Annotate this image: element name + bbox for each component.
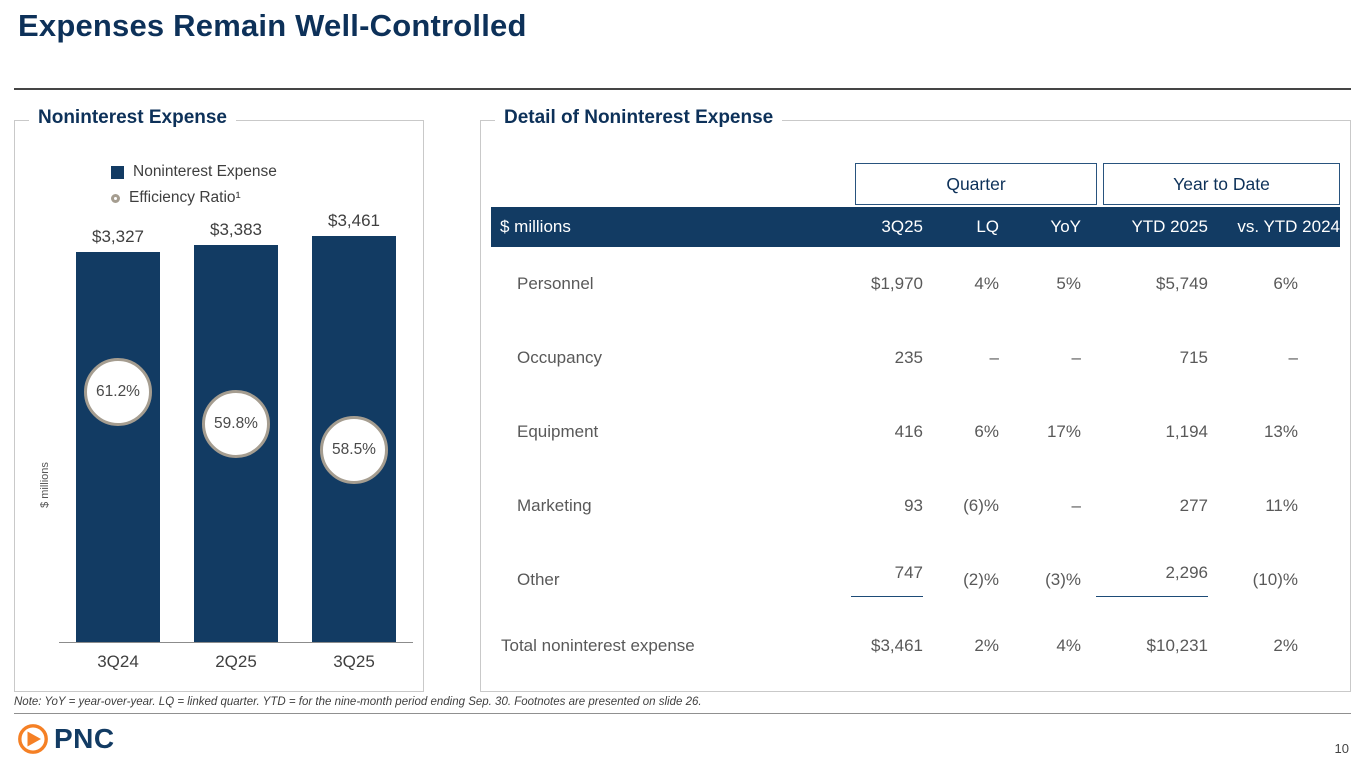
row-value: 6% — [1273, 274, 1298, 293]
group-header-ytd: Year to Date — [1103, 163, 1340, 205]
row-value: $3,461 — [871, 636, 923, 655]
table-row-marketing: Marketing 93 (6)% – 277 11% — [491, 469, 1340, 543]
x-tick-2q25: 2Q25 — [215, 652, 257, 671]
row-value: – — [1071, 348, 1081, 367]
row-label: Marketing — [517, 496, 592, 515]
detail-table-panel: Detail of Noninterest Expense Quarter Ye… — [480, 107, 1351, 692]
row-value: 2,296 — [1081, 563, 1208, 597]
row-value: – — [1071, 496, 1081, 515]
left-panel-title: Noninterest Expense — [29, 107, 236, 129]
x-tick-3q24: 3Q24 — [97, 652, 139, 671]
row-value: 5% — [1056, 274, 1081, 293]
efficiency-ratio-value: 61.2% — [96, 383, 140, 400]
bar-group-3q25: $3,461 58.5% — [302, 211, 406, 642]
page-title: Expenses Remain Well-Controlled — [18, 8, 527, 43]
row-label: Personnel — [517, 274, 594, 293]
x-tick-3q25: 3Q25 — [333, 652, 375, 671]
bar-2q25: 59.8% — [194, 245, 278, 642]
row-value: 1,194 — [1165, 422, 1208, 441]
row-value: $1,970 — [871, 274, 923, 293]
legend-item-efficiency-ratio: Efficiency Ratio¹ — [111, 189, 423, 207]
table-row-personnel: Personnel $1,970 4% 5% $5,749 6% — [491, 247, 1340, 321]
pnc-logo: PNC — [16, 722, 115, 756]
group-header-quarter: Quarter — [855, 163, 1097, 205]
row-value: 747 — [813, 563, 923, 597]
pnc-logo-icon — [18, 724, 48, 754]
row-value: – — [989, 348, 999, 367]
row-label: Equipment — [517, 422, 599, 441]
row-value: $5,749 — [1156, 274, 1208, 293]
row-value: 715 — [1179, 348, 1208, 367]
legend-label: Efficiency Ratio¹ — [129, 189, 241, 206]
header-3q25: 3Q25 — [881, 217, 923, 236]
header-ytd-2025: YTD 2025 — [1131, 217, 1208, 236]
table-row-other: Other 747 (2)% (3)% 2,296 (10)% — [491, 543, 1340, 617]
efficiency-ratio-marker: 58.5% — [320, 416, 388, 484]
bar-value-label: $3,383 — [210, 220, 262, 239]
row-label: Occupancy — [517, 348, 603, 367]
chart-legend: Noninterest Expense Efficiency Ratio¹ — [111, 163, 423, 207]
content-area: Noninterest Expense Noninterest Expense … — [14, 107, 1351, 692]
efficiency-ratio-marker: 59.8% — [202, 390, 270, 458]
row-value: 4% — [974, 274, 999, 293]
efficiency-ratio-value: 58.5% — [332, 441, 376, 458]
row-label: Other — [517, 570, 560, 589]
y-axis-label: $ millions — [38, 462, 51, 509]
footer: PNC 10 — [16, 722, 1349, 756]
title-divider — [14, 88, 1351, 90]
x-axis-labels: 3Q24 2Q25 3Q25 — [59, 652, 413, 672]
legend-label: Noninterest Expense — [133, 163, 277, 180]
header-millions: $ millions — [500, 217, 571, 236]
row-value: 277 — [1179, 496, 1208, 515]
column-group-row: Quarter Year to Date — [491, 163, 1340, 205]
header-lq: LQ — [976, 217, 999, 236]
table-row-equipment: Equipment 416 6% 17% 1,194 13% — [491, 395, 1340, 469]
efficiency-ratio-marker: 61.2% — [84, 358, 152, 426]
row-value: 11% — [1265, 496, 1298, 515]
row-value: 17% — [1046, 422, 1081, 441]
bar-group-2q25: $3,383 59.8% — [184, 220, 288, 642]
table-row-total: Total noninterest expense $3,461 2% 4% $… — [491, 617, 1340, 675]
row-value: (2)% — [963, 570, 999, 589]
legend-item-noninterest-expense: Noninterest Expense — [111, 163, 423, 181]
row-label: Total noninterest expense — [501, 636, 695, 655]
bar-value-label: $3,327 — [92, 227, 144, 246]
row-value: $10,231 — [1146, 636, 1208, 655]
bar-3q25: 58.5% — [312, 236, 396, 642]
row-value: 13% — [1263, 422, 1298, 441]
row-value: 4% — [1056, 636, 1081, 655]
row-value: 2% — [1273, 636, 1298, 655]
header-yoy: YoY — [1050, 217, 1081, 236]
plot-area: $3,327 61.2% $3,383 59.8% — [59, 211, 413, 643]
row-value: 235 — [894, 348, 923, 367]
row-value: 416 — [894, 422, 923, 441]
bar-group-3q24: $3,327 61.2% — [66, 227, 170, 642]
row-value: 93 — [904, 496, 923, 515]
pnc-logo-text: PNC — [54, 723, 115, 754]
efficiency-ratio-value: 59.8% — [214, 415, 258, 432]
right-panel-title: Detail of Noninterest Expense — [495, 107, 783, 129]
header-vs-ytd-2024: vs. YTD 2024 — [1237, 217, 1340, 236]
table-header-row: $ millions 3Q25 LQ YoY YTD 2025 vs. YTD … — [491, 207, 1340, 247]
table-row-occupancy: Occupancy 235 – – 715 – — [491, 321, 1340, 395]
row-value: (6)% — [963, 496, 999, 515]
noninterest-expense-panel: Noninterest Expense Noninterest Expense … — [14, 107, 424, 692]
page-number: 10 — [1334, 741, 1349, 756]
row-value: 2% — [974, 636, 999, 655]
bar-chart: $ millions $3,327 61.2% $3,383 — [39, 211, 413, 672]
row-value: (3)% — [1045, 570, 1081, 589]
bar-value-label: $3,461 — [328, 211, 380, 230]
expense-table: Quarter Year to Date $ millions 3Q25 LQ … — [491, 163, 1340, 675]
footnote: Note: YoY = year-over-year. LQ = linked … — [14, 696, 1351, 714]
circle-swatch-icon — [111, 193, 120, 203]
row-value: (10)% — [1252, 570, 1298, 589]
row-value: – — [1288, 348, 1298, 367]
bar-3q24: 61.2% — [76, 252, 160, 642]
bar-swatch-icon — [111, 165, 124, 179]
row-value: 6% — [974, 422, 999, 441]
